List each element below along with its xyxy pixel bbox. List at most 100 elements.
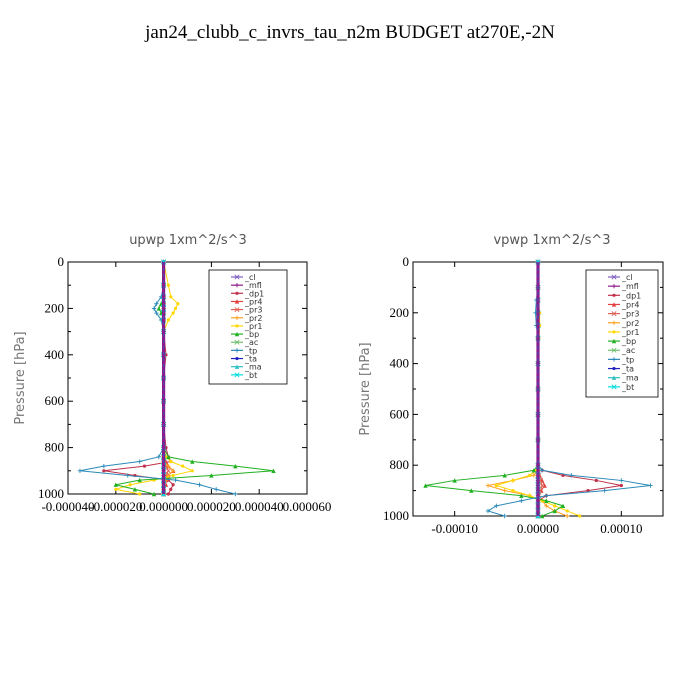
legend-marker (234, 348, 240, 353)
series-point-bp (209, 473, 214, 478)
series-point-bp (469, 488, 474, 493)
series-point-dp1 (594, 478, 598, 483)
legend-entry-pr2: _pr2 (621, 319, 639, 328)
legend-marker (611, 311, 617, 317)
x-tick-label: 0.000000 (139, 499, 188, 514)
legend-marker (612, 330, 616, 334)
legend-entry-dp1: _dp1 (244, 289, 264, 298)
panel-title: upwp 1xm^2/s^3 (129, 233, 247, 248)
series-point-bp (190, 459, 195, 464)
series-point-pr1 (171, 473, 175, 478)
y-tick-label: 200 (390, 305, 410, 320)
series-point-tp (602, 488, 607, 493)
x-tick-label: 0.00010 (600, 521, 642, 536)
series-point-pr1 (176, 302, 180, 306)
legend-marker (611, 320, 617, 325)
legend-entry-tp: _tp (244, 346, 257, 355)
series-point-tp (213, 487, 219, 492)
legend-entry-ma: _ma (621, 374, 639, 383)
legend-entry-ta: _ta (621, 365, 634, 374)
x-tick-label: 0.00000 (517, 521, 559, 536)
series-point-pr1 (169, 459, 173, 464)
series-point-pr1 (181, 464, 185, 468)
x-tick-label: -0.00010 (431, 521, 478, 536)
legend-entry-pr2: _pr2 (244, 314, 262, 323)
series-point-tp (101, 463, 107, 469)
series-point-tp (233, 491, 238, 497)
legend-box (208, 269, 288, 385)
series-point-pr1 (114, 487, 118, 491)
series-point-dp1 (102, 469, 106, 473)
y-tick-label: 800 (390, 457, 410, 472)
series-point-bp (113, 482, 118, 487)
legend-marker (612, 293, 616, 297)
y-tick-label: 1000 (383, 508, 409, 523)
series-point-bp (166, 454, 171, 460)
y-tick-label: 1000 (38, 486, 64, 501)
legend-entry-pr1: _pr1 (244, 322, 262, 331)
x-tick-label: -0.000020 (89, 499, 142, 514)
legend-entry-pr3: _pr3 (244, 306, 262, 315)
series-point-pr2 (170, 468, 176, 473)
panel-title: vpwp 1xm^2/s^3 (493, 233, 610, 248)
series-point-tp (151, 306, 157, 311)
series-point-bp (137, 477, 142, 483)
legend-entry-bp: _bp (621, 337, 636, 346)
series-point-bp (271, 468, 276, 473)
legend-entry-pr4: _pr4 (244, 297, 262, 306)
series-point-pr3 (539, 483, 545, 489)
legend-entry-ta: _ta (244, 355, 257, 364)
series-point-pr2 (166, 463, 171, 469)
legend-marker (611, 283, 617, 289)
series-point-tp (539, 468, 545, 473)
series-point-pr1 (138, 492, 142, 496)
x-tick-label: -0.000040 (41, 499, 94, 514)
y-axis-label: Pressure [hPa] (13, 331, 28, 424)
series-point-bp (539, 513, 545, 519)
legend-entry-bt: _bt (621, 383, 634, 392)
legend-marker (234, 274, 240, 280)
x-tick-label: 0.000020 (187, 499, 236, 514)
legend-marker (235, 324, 239, 328)
series-point-tp (519, 498, 524, 503)
legend-marker (234, 372, 240, 378)
legend-marker (234, 282, 240, 288)
legend-marker (235, 356, 239, 361)
legend-entry-ac: _ac (244, 338, 258, 347)
series-point-pr1 (171, 311, 175, 315)
y-axis-label: Pressure [hPa] (358, 342, 373, 435)
legend-marker (234, 339, 240, 345)
y-tick-label: 0 (58, 254, 65, 269)
series-point-tp (137, 459, 142, 464)
legend-entry-bt: _bt (244, 371, 257, 380)
series-point-pr1 (166, 318, 170, 322)
series-point-tp (494, 503, 499, 509)
y-tick-label: 200 (45, 300, 65, 315)
series-point-tp (156, 454, 162, 460)
legend-entry-cl: _cl (244, 273, 256, 282)
legend-marker (234, 299, 240, 304)
series-point-dp1 (586, 489, 590, 493)
series-point-dp1 (169, 487, 173, 491)
series-point-bp (502, 473, 507, 478)
series-point-tp (173, 477, 178, 483)
legend-entry-bp: _bp (244, 330, 259, 339)
series-point-bp (423, 483, 428, 488)
y-tick-label: 400 (390, 356, 410, 371)
series-point-bp (560, 503, 566, 509)
legend-marker (611, 338, 617, 344)
legend-marker (611, 357, 617, 362)
series-point-pr1 (190, 469, 194, 473)
series-point-pr2 (485, 483, 491, 488)
series-point-pr1 (528, 494, 532, 498)
legend-box (585, 269, 659, 398)
legend-marker (235, 291, 239, 295)
legend-entry-pr4: _pr4 (621, 300, 639, 309)
legend-entry-mfl: _mfl (244, 281, 262, 290)
y-tick-label: 800 (45, 440, 65, 455)
main-title: jan24_clubb_c_invrs_tau_n2m BUDGET at270… (145, 22, 555, 43)
upwp-panel: upwp 1xm^2/s^3 Pressure [hPa] 0 200 400 600 80… (13, 233, 331, 514)
series-point-pr1 (494, 483, 498, 488)
series-line-bp (425, 262, 565, 517)
